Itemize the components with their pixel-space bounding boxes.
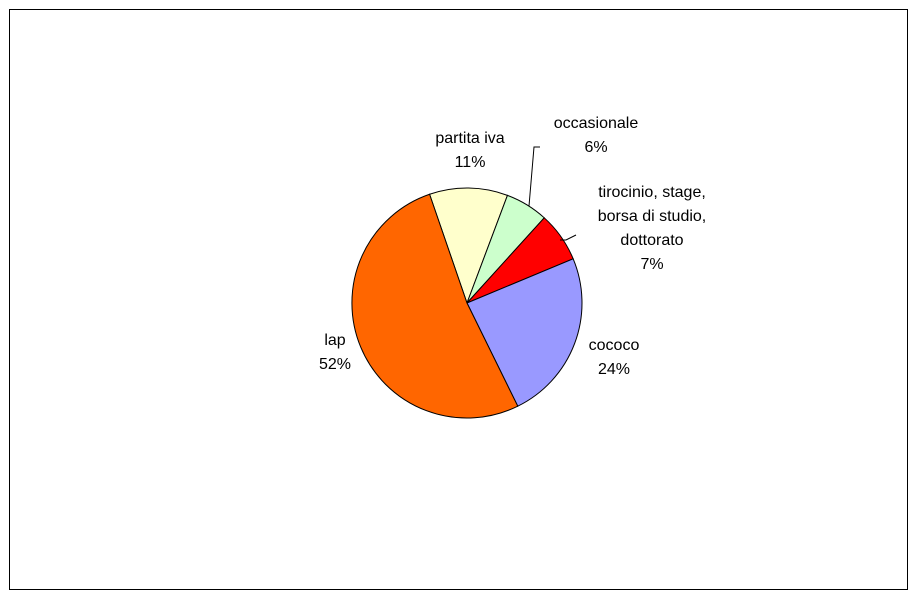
leader-lines <box>528 146 577 241</box>
slice-category-text: borsa di studio, <box>598 208 707 225</box>
slice-category-text: cococo <box>589 337 640 354</box>
pie-slice-0 <box>428 187 509 305</box>
slice-label-1: occasionale 6% <box>554 115 639 156</box>
slice-label-3: cococo 24% <box>589 337 640 378</box>
slice-category-text: partita iva <box>435 130 504 147</box>
data-labels: partita iva 11% occasionale 6% tirocinio, st… <box>319 115 706 378</box>
slice-category-text: dottorato <box>620 232 683 249</box>
slice-category-text: occasionale <box>554 115 639 132</box>
slice-category-text: lap <box>324 332 345 349</box>
slice-percent-text: 6% <box>584 139 607 156</box>
slice-percent-text: 7% <box>640 256 663 273</box>
pie-slice-4 <box>351 193 519 419</box>
slice-category-text: tirocinio, stage, <box>598 184 706 201</box>
pie-slices <box>351 187 583 419</box>
slice-label-2: tirocinio, stage, borsa di studio, dottora… <box>598 184 707 273</box>
leader-line-tirocinio <box>560 234 577 241</box>
slice-percent-text: 24% <box>598 361 630 378</box>
slice-label-4: lap 52% <box>319 332 351 373</box>
slice-percent-text: 11% <box>455 154 486 171</box>
leader-line-occasionale <box>528 146 540 207</box>
slice-percent-text: 52% <box>319 356 351 373</box>
pie-slice-3 <box>466 258 583 407</box>
slice-label-0: partita iva 11% <box>435 130 504 171</box>
